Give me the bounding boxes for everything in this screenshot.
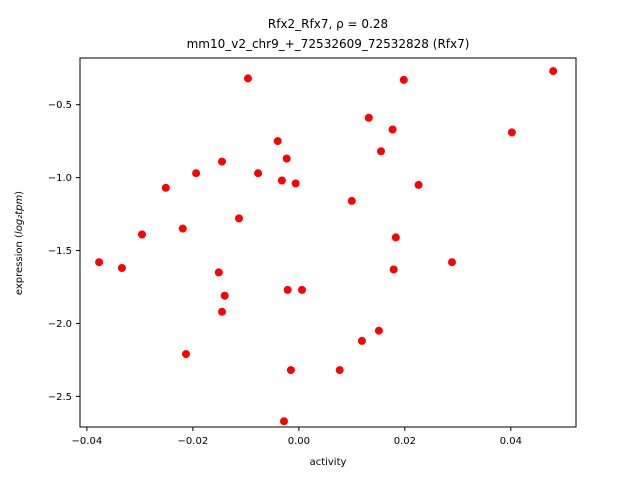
scatter-point [374, 326, 383, 335]
scatter-point [244, 74, 252, 83]
x-axis-label: activity [310, 457, 347, 468]
scatter-point [448, 258, 456, 267]
scatter-point [414, 180, 423, 189]
y-axis-label: expression (log₂tpm) [14, 191, 25, 295]
data-points [95, 67, 558, 426]
scatter-point [178, 224, 187, 233]
scatter-point [161, 183, 170, 192]
axis-ticks: −0.04 −0.02 0.00 0.02 0.04 −0.5 −1.0 −1.5 −2.0 −2… [48, 100, 522, 447]
scatter-point [291, 179, 300, 188]
scatter-point [214, 268, 223, 277]
x-tick-label: 0.04 [500, 436, 522, 447]
scatter-point [389, 265, 398, 274]
plot-area-border [79, 57, 577, 428]
scatter-point [335, 366, 344, 375]
scatter-point [399, 75, 408, 84]
scatter-point [220, 291, 229, 300]
scatter-point [388, 125, 397, 134]
x-tick-label: −0.02 [178, 436, 209, 447]
scatter-point [391, 233, 400, 242]
scatter-point [357, 336, 366, 345]
y-tick-label: −2.5 [48, 392, 72, 403]
scatter-point [277, 176, 286, 185]
y-axis-label-prefix: expression ( [14, 234, 25, 295]
x-tick-label: 0.02 [394, 436, 416, 447]
scatter-point [218, 157, 226, 166]
scatter-point [254, 169, 263, 178]
chart-title-line1: Rfx2_Rfx7, ρ = 0.28 [268, 17, 388, 31]
scatter-point [138, 230, 146, 239]
scatter-point [182, 350, 190, 359]
scatter-point [364, 113, 373, 122]
scatter-point [273, 137, 282, 146]
scatter-point [95, 258, 104, 267]
y-tick-label: −2.0 [48, 319, 72, 330]
scatter-point [192, 169, 201, 178]
scatter-point [377, 147, 385, 156]
y-tick-label: −0.5 [48, 100, 72, 111]
x-tick-label: −0.04 [72, 436, 103, 447]
scatter-point [286, 366, 295, 375]
scatter-point [282, 154, 291, 163]
scatter-point [298, 285, 306, 294]
scatter-point [347, 196, 356, 205]
scatter-point [507, 128, 516, 137]
scatter-point [280, 417, 288, 426]
scatter-point [117, 264, 126, 272]
scatter-point [549, 67, 558, 76]
scatter-point [283, 285, 292, 294]
y-tick-label: −1.0 [48, 173, 72, 184]
x-tick-label: 0.00 [288, 436, 310, 447]
scatter-point [218, 307, 226, 316]
chart-title-line2: mm10_v2_chr9_+_72532609_72532828 (Rfx7) [187, 37, 470, 51]
y-axis-label-math: log₂tpm [14, 195, 25, 235]
y-axis-label-suffix: ) [14, 191, 25, 195]
scatter-point [235, 214, 243, 223]
y-tick-label: −1.5 [48, 246, 72, 257]
